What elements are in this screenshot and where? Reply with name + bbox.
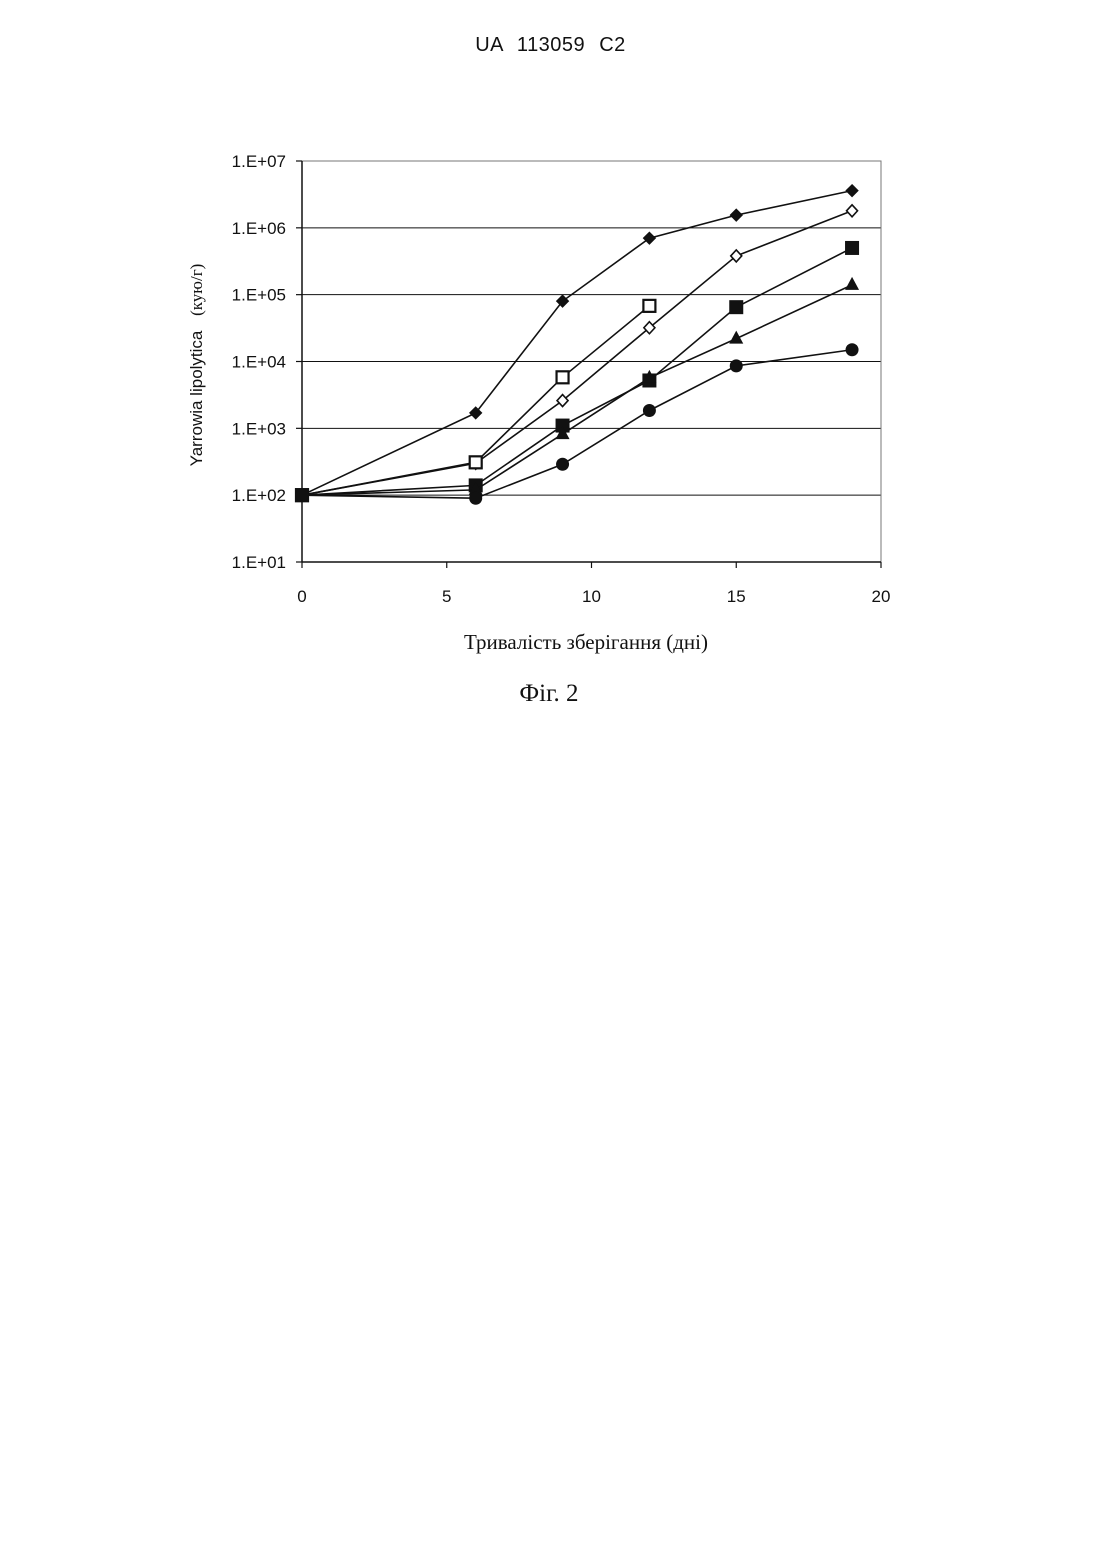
data-point-diamond-open [847, 205, 858, 217]
y-axis-label-main: Yarrowia lipolytica [187, 330, 206, 466]
y-tick-label: 1.E+03 [232, 419, 286, 438]
data-point-diamond-filled [846, 185, 858, 197]
y-tick-labels: 1.E+01 1.E+02 1.E+03 1.E+04 1.E+05 1.E+06 1.E+… [232, 152, 302, 572]
series-line [302, 191, 852, 496]
y-tick-label: 1.E+07 [232, 152, 286, 171]
y-tick-label: 1.E+04 [232, 353, 286, 372]
y-tick-label: 1.E+05 [232, 286, 286, 305]
data-point-circle-filled [643, 404, 656, 417]
data-point-circle-filled [730, 359, 743, 372]
data-point-circle-filled [469, 492, 482, 505]
data-point-square-filled [845, 241, 859, 255]
y-axis-label: Yarrowia lipolytica (кую/г) [187, 264, 206, 467]
series-diamond-filled [296, 185, 858, 502]
series-line [302, 211, 852, 495]
data-point-triangle-filled [845, 277, 859, 290]
y-axis-label-unit: (кую/г) [187, 264, 206, 316]
x-tick-label: 15 [727, 587, 746, 606]
series-square-open [296, 300, 655, 501]
data-series [295, 185, 859, 505]
data-point-circle-filled [296, 489, 309, 502]
data-point-square-open [643, 300, 655, 312]
data-point-circle-filled [556, 458, 569, 471]
data-point-diamond-filled [730, 209, 742, 221]
figure-caption: Фіг. 2 [519, 680, 578, 707]
x-tick-label: 20 [872, 587, 891, 606]
y-tick-label: 1.E+01 [232, 553, 286, 572]
data-point-square-open [557, 371, 569, 383]
data-point-circle-filled [846, 343, 859, 356]
x-axis-label: Тривалість зберігання (дні) [464, 630, 708, 654]
series-square-filled [295, 241, 859, 502]
series-line [302, 248, 852, 495]
x-tick-label: 5 [442, 587, 451, 606]
y-tick-label: 1.E+02 [232, 486, 286, 505]
data-point-square-open [470, 456, 482, 468]
x-tick-labels: 0 5 10 15 20 [297, 562, 890, 606]
x-tick-label: 10 [582, 587, 601, 606]
line-chart: 1.E+01 1.E+02 1.E+03 1.E+04 1.E+05 1.E+06 1.E+… [0, 0, 1101, 760]
x-tick-label: 0 [297, 587, 306, 606]
y-tick-label: 1.E+06 [232, 219, 286, 238]
gridlines [302, 228, 881, 495]
series-line [302, 285, 852, 495]
data-point-square-filled [729, 300, 743, 314]
data-point-diamond-filled [643, 232, 655, 244]
series-diamond-open [297, 205, 858, 501]
